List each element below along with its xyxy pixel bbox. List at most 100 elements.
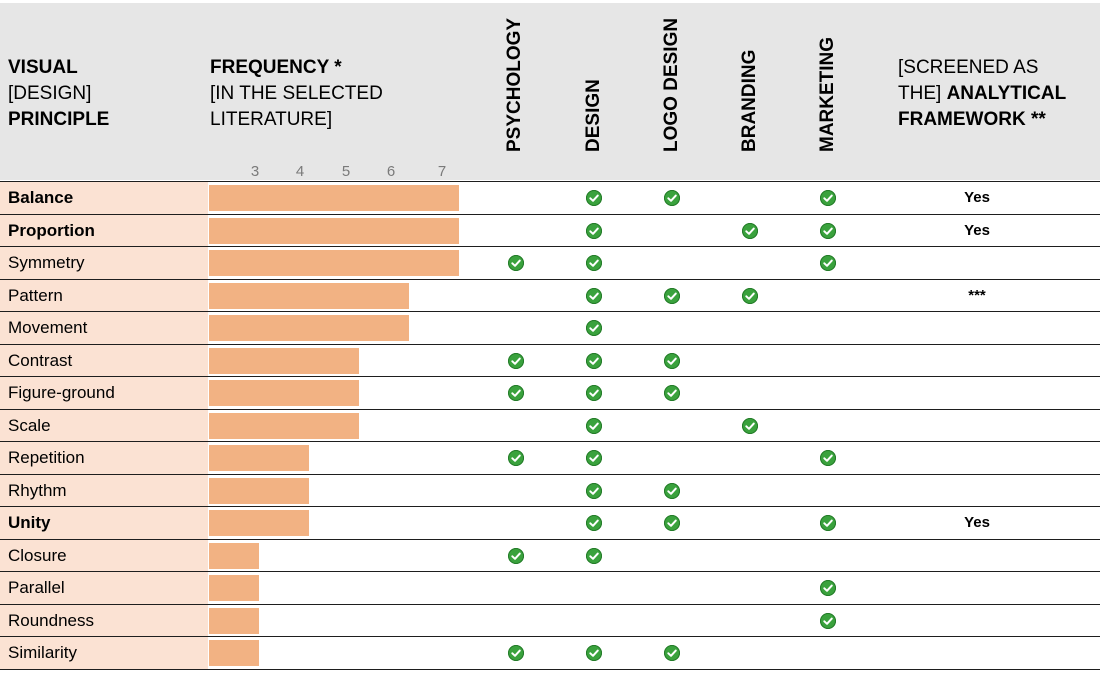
- frequency-bar: [209, 445, 309, 471]
- logo-design-check-icon: [664, 482, 680, 499]
- table-row: Scale: [0, 408, 1100, 442]
- psychology-check-icon: [508, 352, 524, 369]
- frequency-bar: [209, 477, 309, 504]
- principle-label: Pattern: [8, 285, 63, 305]
- principle-label: Movement: [8, 318, 88, 337]
- table-row: Rhythm: [0, 473, 1100, 507]
- principle-cell: Similarity: [0, 637, 208, 669]
- marketing-check-icon: [820, 222, 836, 239]
- logo-design-header-label: LOGO DESIGN: [661, 17, 682, 152]
- principle-cell: Rhythm: [0, 474, 208, 507]
- header-frequency: FREQUENCY *: [210, 57, 342, 78]
- table-row: Contrast: [0, 343, 1100, 377]
- header-visual: VISUAL: [8, 57, 78, 78]
- principle-label: Similarity: [8, 643, 77, 662]
- table-row: Figure-ground: [0, 376, 1100, 409]
- principle-cell: Roundness: [0, 604, 208, 637]
- principle-cell: Proportion: [0, 214, 208, 247]
- branding-check-icon: [742, 287, 758, 304]
- design-check-icon: [586, 222, 602, 239]
- principle-label: Roundness: [8, 610, 95, 630]
- frequency-tick-3: 3: [250, 163, 260, 180]
- framework-column-header: [SCREENED AS THE] ANALYTICAL FRAMEWORK *…: [898, 55, 1066, 133]
- principle-cell: Pattern: [0, 279, 208, 312]
- design-check-icon: [586, 320, 602, 336]
- table-row: Unity Yes: [0, 506, 1100, 539]
- branding-check-icon: [742, 222, 758, 239]
- logo-design-check-icon: [664, 190, 680, 206]
- marketing-check-icon: [820, 255, 836, 271]
- design-check-icon: [586, 385, 602, 401]
- branding-column-header: BRANDING: [730, 24, 770, 174]
- psychology-check-icon: [508, 450, 524, 466]
- table-row: Roundness: [0, 603, 1100, 637]
- principle-cell: Balance: [0, 182, 208, 214]
- principle-cell: Symmetry: [0, 247, 208, 279]
- psychology-check-icon: [508, 255, 524, 271]
- frequency-bar: [209, 217, 459, 244]
- frequency-bar: [209, 315, 409, 341]
- design-check-icon: [586, 547, 602, 564]
- principle-cell: Repetition: [0, 442, 208, 474]
- table-row: Repetition: [0, 441, 1100, 474]
- table-header: VISUAL [DESIGN] PRINCIPLE FREQUENCY * [I…: [0, 3, 1100, 180]
- marketing-check-icon: [820, 190, 836, 206]
- marketing-check-icon: [820, 580, 836, 596]
- frequency-bar: [209, 510, 309, 536]
- marketing-check-icon: [820, 612, 836, 629]
- frequency-bar: [209, 380, 359, 406]
- design-header-label: DESIGN: [583, 79, 604, 152]
- header-literature: LITERATURE]: [210, 109, 333, 130]
- frequency-bar: [209, 575, 259, 601]
- header-the: THE]: [898, 83, 947, 104]
- table-row: Similarity: [0, 636, 1100, 670]
- header-the-analytical: THE] ANALYTICAL: [898, 81, 1066, 107]
- branding-header-label: BRANDING: [739, 49, 760, 152]
- design-check-icon: [586, 255, 602, 271]
- header-screened: [SCREENED AS: [898, 57, 1039, 78]
- frequency-tick-4: 4: [295, 163, 305, 180]
- principle-cell: Scale: [0, 409, 208, 442]
- table-row: Closure: [0, 538, 1100, 572]
- framework-cell: ***: [968, 286, 986, 304]
- design-check-icon: [586, 190, 602, 206]
- design-check-icon: [586, 482, 602, 499]
- header-selected: [IN THE SELECTED: [210, 83, 383, 104]
- framework-cell: Yes: [964, 514, 990, 531]
- psychology-header-label: PSYCHOLOGY: [504, 17, 525, 152]
- header-design: [DESIGN]: [8, 83, 92, 104]
- frequency-bar: [209, 640, 259, 666]
- principle-label: Repetition: [8, 448, 85, 467]
- psychology-check-icon: [508, 645, 524, 661]
- frequency-tick-7: 7: [437, 163, 447, 180]
- frequency-tick-5: 5: [341, 163, 351, 180]
- psychology-check-icon: [508, 385, 524, 401]
- design-check-icon: [586, 645, 602, 661]
- marketing-check-icon: [820, 450, 836, 466]
- principle-label: Rhythm: [8, 480, 67, 500]
- principle-label: Symmetry: [8, 253, 85, 272]
- frequency-bar: [209, 185, 459, 211]
- logo-design-column-header: LOGO DESIGN: [652, 18, 692, 174]
- table-row: Parallel: [0, 571, 1100, 604]
- logo-design-check-icon: [664, 385, 680, 401]
- principle-cell: Movement: [0, 312, 208, 344]
- psychology-column-header: PSYCHOLOGY: [495, 18, 535, 174]
- logo-design-check-icon: [664, 287, 680, 304]
- table-row: Movement: [0, 311, 1100, 344]
- design-check-icon: [586, 417, 602, 434]
- frequency-column-header: FREQUENCY * [IN THE SELECTED LITERATURE]: [210, 55, 383, 133]
- table-row: Balance Yes: [0, 181, 1100, 214]
- header-analytical: ANALYTICAL: [946, 83, 1067, 104]
- logo-design-check-icon: [664, 515, 680, 531]
- logo-design-check-icon: [664, 645, 680, 661]
- marketing-check-icon: [820, 515, 836, 531]
- frequency-bar: [209, 282, 409, 309]
- design-column-header: DESIGN: [574, 24, 614, 174]
- principle-cell: Figure-ground: [0, 377, 208, 409]
- table-row: Proportion Yes: [0, 213, 1100, 247]
- design-check-icon: [586, 450, 602, 466]
- principle-cell: Contrast: [0, 344, 208, 377]
- principle-label: Proportion: [8, 220, 95, 240]
- design-check-icon: [586, 515, 602, 531]
